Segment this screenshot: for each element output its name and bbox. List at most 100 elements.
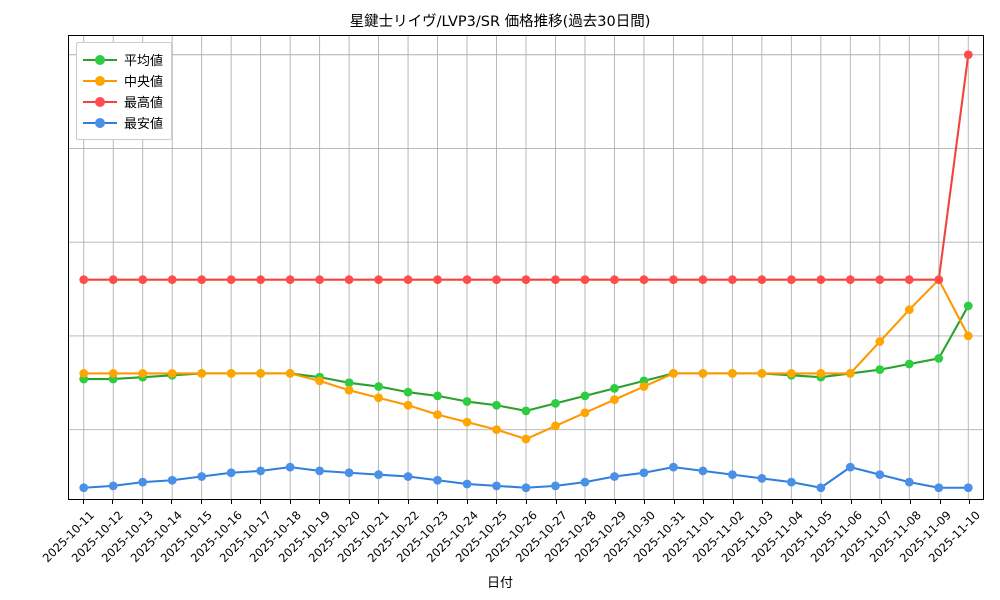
data-point [727, 275, 737, 285]
x-tick-mark [969, 500, 971, 504]
data-point [433, 391, 442, 401]
series-lines [79, 50, 973, 493]
data-point [727, 470, 737, 480]
x-tick-mark [644, 500, 646, 504]
x-tick-mark [585, 500, 587, 504]
data-point [934, 275, 944, 285]
data-point [963, 331, 973, 341]
x-tick-mark [555, 500, 557, 504]
legend-swatch-icon [83, 95, 117, 109]
data-point [816, 275, 826, 285]
x-tick-mark [673, 500, 675, 504]
data-point [845, 462, 855, 472]
data-point [403, 472, 413, 481]
data-point [521, 434, 531, 444]
x-tick-mark [466, 500, 468, 504]
x-tick-mark [230, 500, 232, 504]
data-point [610, 395, 619, 405]
x-tick-mark [289, 500, 291, 504]
data-point [669, 369, 678, 378]
data-point [610, 472, 619, 481]
data-point [197, 369, 207, 378]
data-point [492, 425, 501, 435]
x-tick-mark [614, 500, 616, 504]
data-point [374, 382, 383, 391]
data-point [344, 468, 354, 478]
data-point [492, 275, 501, 285]
data-point [403, 400, 413, 410]
data-point [138, 369, 148, 378]
data-point [521, 406, 531, 416]
legend-item-2[interactable]: 最高値 [83, 91, 163, 112]
chart-title: 星鍵士リイヴ/LVP3/SR 価格推移(過去30日間) [349, 14, 651, 30]
data-point [226, 369, 236, 378]
data-point [197, 472, 207, 481]
x-tick-mark [526, 500, 527, 504]
x-tick-mark [910, 500, 912, 504]
data-point [580, 477, 590, 487]
x-tick-mark [762, 500, 764, 504]
data-point [904, 305, 914, 315]
x-tick-mark [732, 500, 734, 504]
data-point [580, 275, 590, 285]
data-point [757, 275, 767, 285]
x-tick-mark [437, 500, 439, 504]
y-axis-label: 値 (円) [0, 182, 2, 302]
data-point [256, 275, 266, 285]
data-point [521, 483, 531, 493]
data-point [963, 301, 973, 311]
data-point [108, 481, 118, 491]
data-point [669, 275, 678, 285]
data-point [875, 365, 885, 375]
data-point [757, 369, 767, 378]
data-point [344, 385, 354, 395]
data-point [108, 275, 118, 285]
data-point [904, 477, 914, 487]
data-point [639, 468, 649, 478]
data-point [403, 387, 413, 397]
data-point [551, 481, 560, 491]
legend-label: 平均値 [124, 54, 164, 69]
data-point [315, 466, 325, 476]
x-tick-mark [112, 500, 114, 504]
data-point [344, 378, 354, 388]
series-line-2 [82, 53, 970, 281]
data-point [698, 369, 708, 378]
data-point [256, 466, 266, 476]
x-tick-mark [851, 500, 853, 504]
data-point [786, 369, 796, 378]
data-point [610, 275, 619, 285]
data-point [462, 275, 472, 285]
data-point [167, 475, 177, 485]
data-point [79, 369, 89, 378]
data-point [816, 483, 826, 493]
data-point [698, 275, 708, 285]
legend-item-3[interactable]: 最安値 [83, 112, 163, 133]
data-point [698, 466, 708, 476]
x-tick-mark [791, 500, 793, 504]
series-line-0 [82, 304, 970, 412]
plot-area [68, 35, 984, 500]
data-point [167, 369, 177, 378]
x-tick-mark [171, 500, 173, 504]
data-point [374, 275, 383, 285]
data-point [462, 479, 472, 489]
x-axis-label: 日付 [486, 576, 513, 591]
data-point [138, 275, 148, 285]
legend-item-1[interactable]: 中央値 [83, 70, 163, 91]
x-tick-mark [260, 500, 262, 504]
chart-legend[interactable]: 平均値 中央値 最高値 最安値 [76, 42, 173, 140]
legend-item-0[interactable]: 平均値 [83, 49, 163, 70]
data-point [786, 275, 796, 285]
legend-swatch-icon [83, 116, 117, 130]
data-point [551, 421, 560, 431]
x-tick-mark [319, 500, 321, 504]
data-point [374, 470, 383, 480]
data-point [344, 275, 354, 285]
data-point [108, 369, 118, 378]
x-tick-mark [880, 500, 882, 504]
data-point [551, 275, 560, 285]
data-point [639, 382, 649, 391]
